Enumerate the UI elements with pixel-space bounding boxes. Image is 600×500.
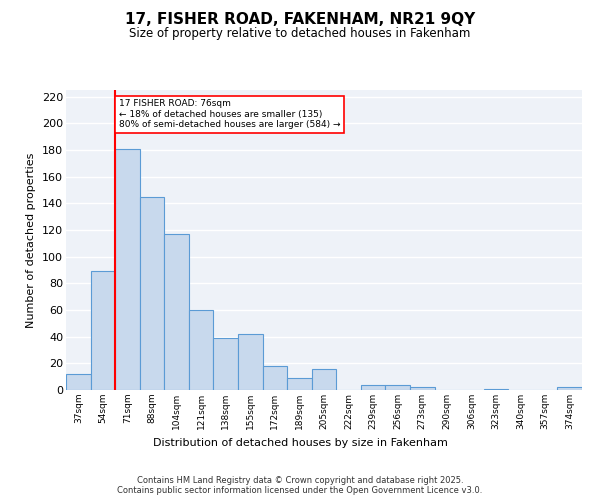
Text: Contains HM Land Registry data © Crown copyright and database right 2025.
Contai: Contains HM Land Registry data © Crown c… xyxy=(118,476,482,495)
Bar xyxy=(91,272,115,390)
Bar xyxy=(312,368,336,390)
Bar xyxy=(410,388,434,390)
Bar xyxy=(287,378,312,390)
Text: Size of property relative to detached houses in Fakenham: Size of property relative to detached ho… xyxy=(130,28,470,40)
Text: Distribution of detached houses by size in Fakenham: Distribution of detached houses by size … xyxy=(152,438,448,448)
Bar xyxy=(361,384,385,390)
Bar xyxy=(484,388,508,390)
Text: 17 FISHER ROAD: 76sqm
← 18% of detached houses are smaller (135)
80% of semi-det: 17 FISHER ROAD: 76sqm ← 18% of detached … xyxy=(119,100,340,129)
Bar xyxy=(140,196,164,390)
Bar xyxy=(263,366,287,390)
Bar xyxy=(66,374,91,390)
Bar xyxy=(115,148,140,390)
Bar xyxy=(557,388,582,390)
Bar xyxy=(238,334,263,390)
Bar xyxy=(214,338,238,390)
Text: 17, FISHER ROAD, FAKENHAM, NR21 9QY: 17, FISHER ROAD, FAKENHAM, NR21 9QY xyxy=(125,12,475,28)
Bar xyxy=(189,310,214,390)
Y-axis label: Number of detached properties: Number of detached properties xyxy=(26,152,37,328)
Bar xyxy=(164,234,189,390)
Bar xyxy=(385,384,410,390)
